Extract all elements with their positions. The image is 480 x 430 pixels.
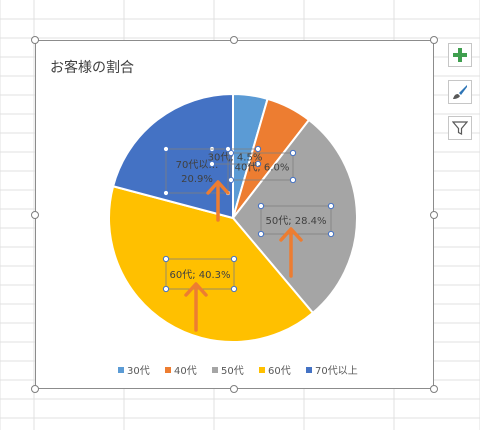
annotation-arrow-2 bbox=[279, 227, 303, 278]
legend-label: 40代 bbox=[174, 365, 197, 377]
plus-icon bbox=[453, 48, 467, 62]
resize-handle-top-left[interactable] bbox=[31, 36, 39, 44]
chart-filters-button[interactable] bbox=[448, 116, 472, 140]
resize-handle-right[interactable] bbox=[430, 211, 438, 219]
resize-handle-bottom-left[interactable] bbox=[31, 385, 39, 393]
legend-label: 50代 bbox=[221, 365, 244, 377]
legend-item-1[interactable]: 30代 bbox=[118, 365, 150, 377]
legend-item-2[interactable]: 40代 bbox=[165, 365, 197, 377]
pie-slice-4[interactable] bbox=[108, 185, 315, 343]
data-label-text: 20.9% bbox=[181, 174, 213, 185]
annotation-arrow-1 bbox=[206, 180, 230, 222]
data-label-text: 70代以… bbox=[176, 159, 219, 171]
data-label-3[interactable]: 50代; 28.4% bbox=[257, 202, 335, 238]
legend-item-3[interactable]: 50代 bbox=[212, 365, 244, 377]
resize-handle-top-right[interactable] bbox=[430, 36, 438, 44]
data-label-4[interactable]: 60代; 40.3% bbox=[162, 255, 238, 293]
annotation-arrow-3 bbox=[184, 282, 208, 332]
legend-label: 60代 bbox=[268, 365, 291, 377]
data-label-text: 40代; 6.0% bbox=[235, 162, 290, 174]
paintbrush-icon bbox=[453, 85, 467, 99]
resize-handle-bottom[interactable] bbox=[230, 385, 238, 393]
chart-styles-button[interactable] bbox=[448, 80, 472, 104]
data-label-text: 60代; 40.3% bbox=[169, 269, 230, 281]
legend-label: 70代以上 bbox=[315, 365, 358, 377]
resize-handle-left[interactable] bbox=[31, 211, 39, 219]
pie-slice-5[interactable] bbox=[111, 92, 234, 220]
pie-slice-3[interactable] bbox=[231, 118, 358, 315]
resize-handle-bottom-right[interactable] bbox=[430, 385, 438, 393]
legend-item-5[interactable]: 70代以上 bbox=[306, 365, 358, 377]
funnel-icon bbox=[452, 121, 468, 135]
legend-item-4[interactable]: 60代 bbox=[259, 365, 291, 377]
resize-handle-top[interactable] bbox=[230, 36, 238, 44]
data-label-text: 30代; 4.5% bbox=[208, 152, 263, 164]
data-label-2[interactable]: 40代; 6.0% bbox=[227, 149, 297, 184]
chart-title[interactable]: お客様の割合 bbox=[50, 60, 134, 76]
data-label-1[interactable]: 30代; 4.5% bbox=[208, 145, 263, 168]
data-label-text: 50代; 28.4% bbox=[265, 215, 326, 227]
legend-label: 30代 bbox=[127, 365, 150, 377]
data-label-5[interactable]: 70代以… 20.9% bbox=[162, 145, 232, 197]
chart-elements-button[interactable] bbox=[448, 43, 472, 67]
